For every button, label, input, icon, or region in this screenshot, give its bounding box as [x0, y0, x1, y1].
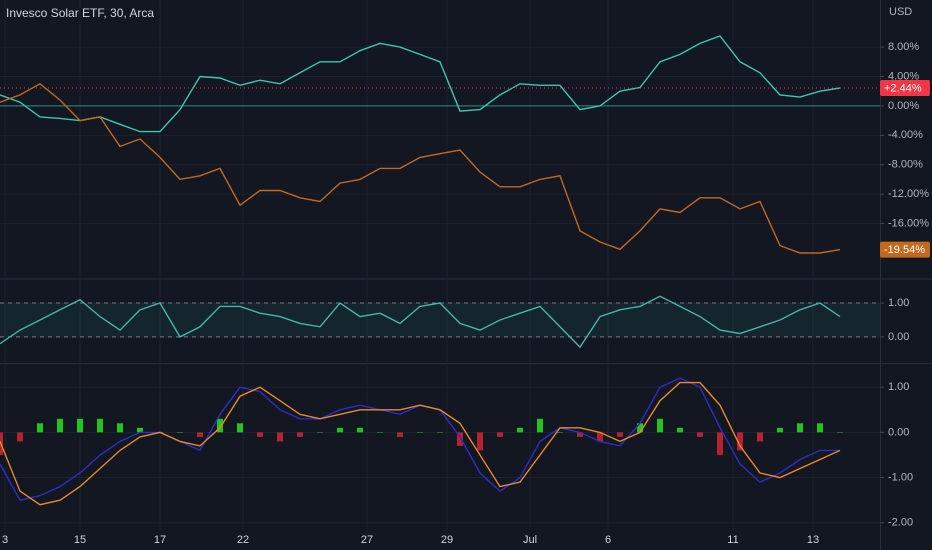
- histogram-bar: [457, 432, 463, 446]
- y-tick-label: 1.00: [888, 381, 909, 393]
- y-tick-label: 0.00: [888, 331, 909, 343]
- y-tick-label: -4.00%: [888, 129, 923, 141]
- series-line: [0, 82, 841, 254]
- y-tick-label: 0.00%: [888, 100, 919, 112]
- histogram-bar: [297, 432, 303, 437]
- histogram-bar: [37, 423, 43, 433]
- x-tick-label: Jul: [523, 534, 537, 546]
- x-tick-label: 17: [154, 534, 166, 546]
- axis-unit: USD: [889, 6, 912, 18]
- x-tick-label: 3: [2, 534, 8, 546]
- y-tick-label: -12.00%: [888, 188, 929, 200]
- y-tick-label: -16.00%: [888, 217, 929, 229]
- price-label: -19.54%: [884, 244, 925, 256]
- x-tick-label: 6: [605, 534, 611, 546]
- histogram-bar: [477, 432, 483, 451]
- histogram-bar: [697, 432, 703, 437]
- histogram-bar: [557, 432, 563, 433]
- histogram-bar: [77, 418, 83, 433]
- histogram-bar: [377, 432, 383, 433]
- histogram-bar: [417, 432, 423, 433]
- histogram-bar: [357, 427, 363, 433]
- y-tick-label: 1.00: [888, 297, 909, 309]
- histogram-bar: [597, 432, 603, 442]
- price-label-box: [880, 79, 930, 96]
- histogram-bar: [437, 432, 443, 433]
- histogram-bar: [237, 423, 243, 433]
- y-tick-label: -8.00%: [888, 159, 923, 171]
- histogram-bar: [537, 418, 543, 433]
- histogram-bar: [17, 432, 23, 442]
- x-tick-label: 15: [74, 534, 86, 546]
- price-label-box: [880, 241, 930, 258]
- y-tick-label: -2.00: [888, 517, 913, 529]
- histogram-bar: [677, 427, 683, 433]
- y-tick-label: 4.00%: [888, 70, 919, 82]
- histogram-bar: [637, 423, 643, 433]
- x-tick-label: 11: [727, 534, 738, 546]
- histogram-bar: [117, 423, 123, 433]
- histogram-bar: [837, 432, 843, 433]
- histogram-bar: [617, 432, 623, 437]
- x-tick-label: 27: [361, 534, 373, 546]
- histogram-bar: [57, 418, 63, 433]
- histogram-bar: [337, 427, 343, 433]
- histogram-bar: [737, 432, 743, 451]
- histogram-bar: [137, 427, 143, 433]
- series-line: [0, 35, 841, 133]
- histogram-bar: [817, 423, 823, 433]
- histogram-bar: [517, 427, 523, 433]
- histogram-bar: [497, 432, 503, 437]
- histogram-bar: [257, 432, 263, 437]
- band: [0, 303, 880, 337]
- histogram-bar: [217, 418, 223, 433]
- histogram-bar: [197, 432, 203, 437]
- histogram-bar: [757, 432, 763, 442]
- histogram-bar: [717, 432, 723, 455]
- y-tick-label: 8.00%: [888, 41, 919, 53]
- histogram-bar: [657, 418, 663, 433]
- histogram-bar: [317, 432, 323, 433]
- series-line: [0, 381, 841, 506]
- x-tick-label: 13: [807, 534, 819, 546]
- x-tick-label: 22: [237, 534, 249, 546]
- histogram-bar: [177, 432, 183, 433]
- histogram-bar: [277, 432, 283, 442]
- histogram-bar: [97, 418, 103, 433]
- histogram-bar: [777, 427, 783, 433]
- price-label: +2.44%: [884, 82, 922, 94]
- histogram-bar: [397, 432, 403, 437]
- histogram-bar: [797, 423, 803, 433]
- series-line: [0, 295, 841, 349]
- y-tick-label: 0.00: [888, 426, 909, 438]
- x-tick-label: 29: [441, 534, 453, 546]
- y-tick-label: -1.00: [888, 471, 913, 483]
- histogram-bar: [577, 432, 583, 437]
